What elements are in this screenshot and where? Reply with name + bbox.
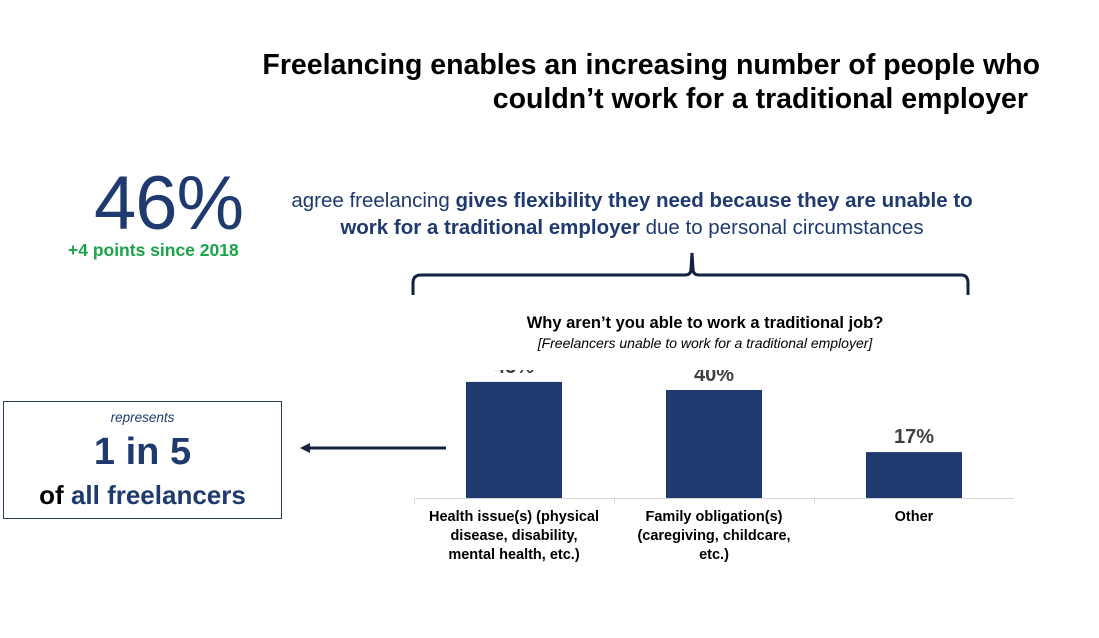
chart-subtitle: [Freelancers unable to work for a tradit… xyxy=(537,335,873,351)
bar-2 xyxy=(866,452,962,498)
callout-ratio: 1 in 5 xyxy=(93,431,192,473)
curly-bracket-icon xyxy=(411,252,970,295)
page-title: Freelancing enables an increasing number… xyxy=(150,48,1040,116)
data-label-1: 40% xyxy=(694,370,734,386)
data-label-2: 17% xyxy=(894,426,934,448)
x-tick-label-2: Other xyxy=(819,508,1009,527)
x-tick-label-line: etc.) xyxy=(699,547,729,563)
stat-description-post: due to personal circumstances xyxy=(639,216,924,239)
title-line-2: couldn’t work for a traditional employer xyxy=(492,83,1028,115)
callout-of: of xyxy=(39,480,64,510)
callout-box: represents 1 in 5 of all freelancers xyxy=(3,401,282,519)
x-tick-label-line: mental health, etc.) xyxy=(448,547,580,563)
x-tick-label-0: Health issue(s) (physical disease, disabi… xyxy=(419,508,609,565)
title-line-1: Freelancing enables an increasing number… xyxy=(262,49,1040,81)
callout-group-name: all freelancers xyxy=(70,480,246,510)
bar-chart: 43% 40% 17% xyxy=(414,370,1014,504)
bar-1 xyxy=(666,390,762,498)
bar-0 xyxy=(466,381,562,498)
stat-description-pre: agree freelancing xyxy=(291,189,456,212)
chart-title: Why aren’t you able to work a traditiona… xyxy=(526,314,884,332)
stat-description-bold: gives flexibility they need because they… xyxy=(340,189,973,239)
x-tick-label-1: Family obligation(s) (caregiving, childca… xyxy=(619,508,809,565)
change-since-2018: +4 points since 2018 xyxy=(68,240,239,260)
x-tick-label-line: (caregiving, childcare, xyxy=(637,528,791,544)
headline-percentage: 46% xyxy=(94,161,244,246)
x-tick-label-line: Family obligation(s) xyxy=(645,509,783,525)
x-tick-label-line: disease, disability, xyxy=(450,528,578,544)
data-label-0: 43% xyxy=(494,370,534,378)
x-tick-label-line: Other xyxy=(894,509,934,525)
callout-represents: represents xyxy=(110,410,175,425)
callout-group: of all freelancers xyxy=(4,480,281,510)
stat-description: agree freelancing gives flexibility they… xyxy=(272,187,992,241)
arrow-left-icon xyxy=(300,443,446,453)
x-tick-label-line: Health issue(s) (physical xyxy=(428,509,600,525)
